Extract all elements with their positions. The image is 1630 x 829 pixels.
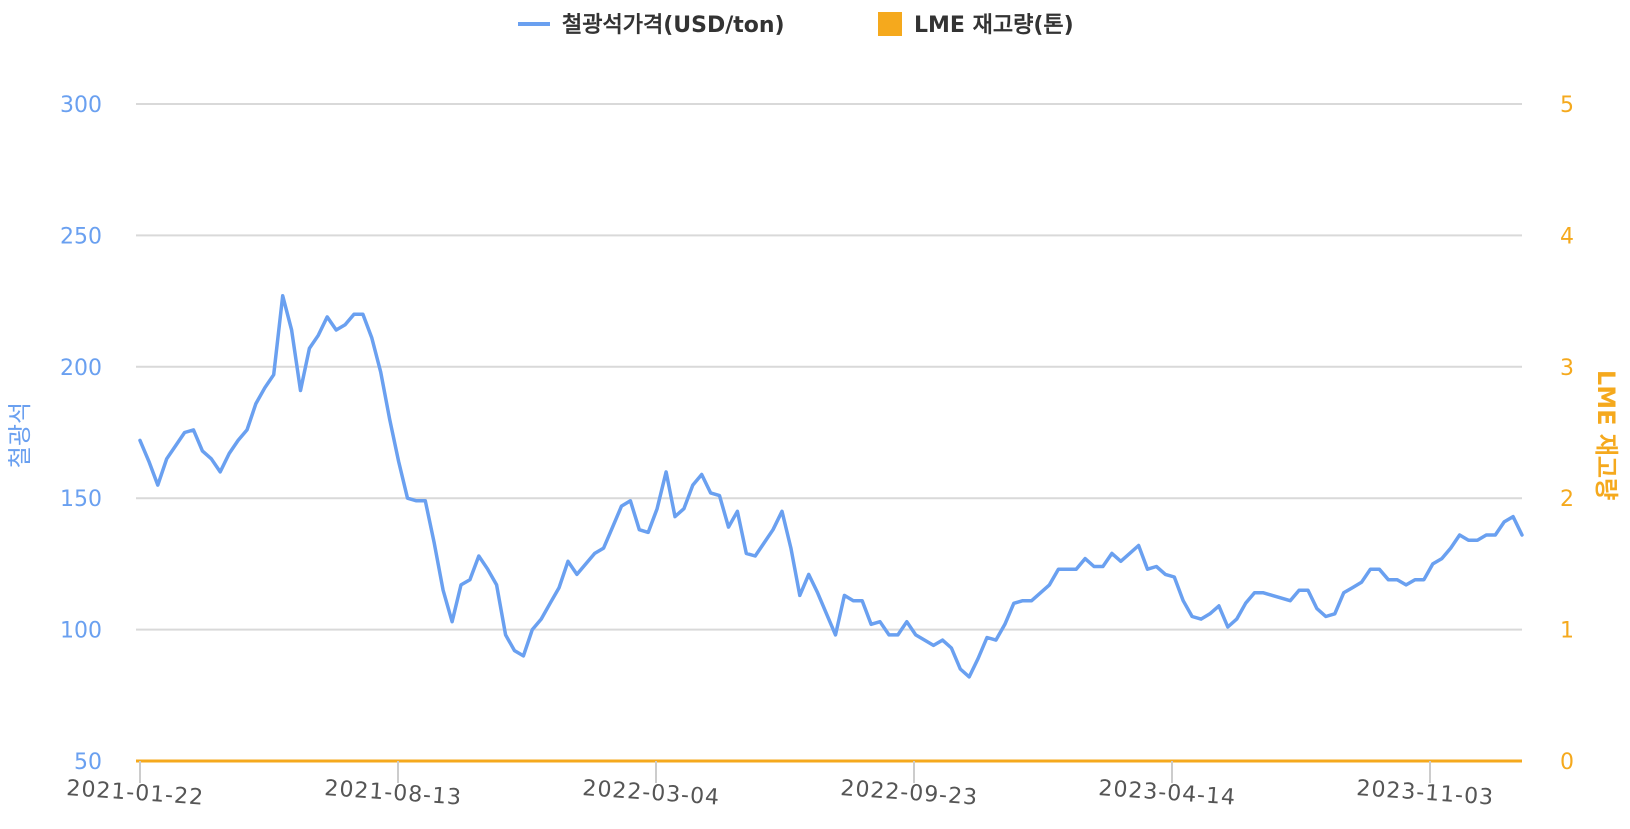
y-right-tick-label: 2	[1560, 487, 1574, 512]
y-right-tick-label: 3	[1560, 356, 1574, 381]
gridlines	[136, 103, 1522, 631]
x-tick-label: 2023-11-03	[1356, 776, 1495, 811]
legend-item-iron-ore[interactable]: 철광석가격(USD/ton)	[518, 13, 785, 38]
y-axis-left-title: 철광석	[6, 402, 34, 468]
x-tick-label: 2022-03-04	[582, 776, 721, 811]
legend-square-marker	[878, 12, 902, 36]
legend-label-iron-ore: 철광석가격(USD/ton)	[562, 13, 785, 38]
x-tick-label: 2021-01-22	[66, 776, 205, 811]
legend-label-lme-stock: LME 재고량(톤)	[914, 13, 1074, 38]
legend[interactable]: 철광석가격(USD/ton) LME 재고량(톤)	[518, 12, 1074, 38]
y-left-tick-label: 250	[60, 224, 102, 249]
y-axis-right: 0 1 2 3 4 5	[1560, 93, 1574, 775]
y-right-tick-label: 0	[1560, 750, 1574, 775]
y-left-tick-label: 300	[60, 93, 102, 118]
y-left-tick-label: 200	[60, 356, 102, 381]
x-tick-label: 2021-08-13	[324, 776, 463, 811]
iron-ore-price-line	[138, 294, 1524, 679]
y-axis-left: 50 100 150 200 250 300	[60, 93, 102, 775]
x-tick-label: 2023-04-14	[1098, 776, 1237, 811]
iron-ore-series	[138, 294, 1524, 679]
y-left-tick-label: 50	[74, 750, 102, 775]
y-left-tick-label: 150	[60, 487, 102, 512]
y-left-tick-label: 100	[60, 619, 102, 644]
x-tick-label: 2022-09-23	[840, 776, 979, 811]
y-right-tick-label: 1	[1560, 619, 1574, 644]
x-axis: 2021-01-22 2021-08-13 2022-03-04 2022-09-23…	[66, 761, 1495, 811]
legend-item-lme-stock[interactable]: LME 재고량(톤)	[878, 12, 1074, 38]
y-right-tick-label: 5	[1560, 93, 1574, 118]
y-right-tick-label: 4	[1560, 224, 1574, 249]
y-axis-right-title: LME 재고량	[1592, 370, 1620, 500]
